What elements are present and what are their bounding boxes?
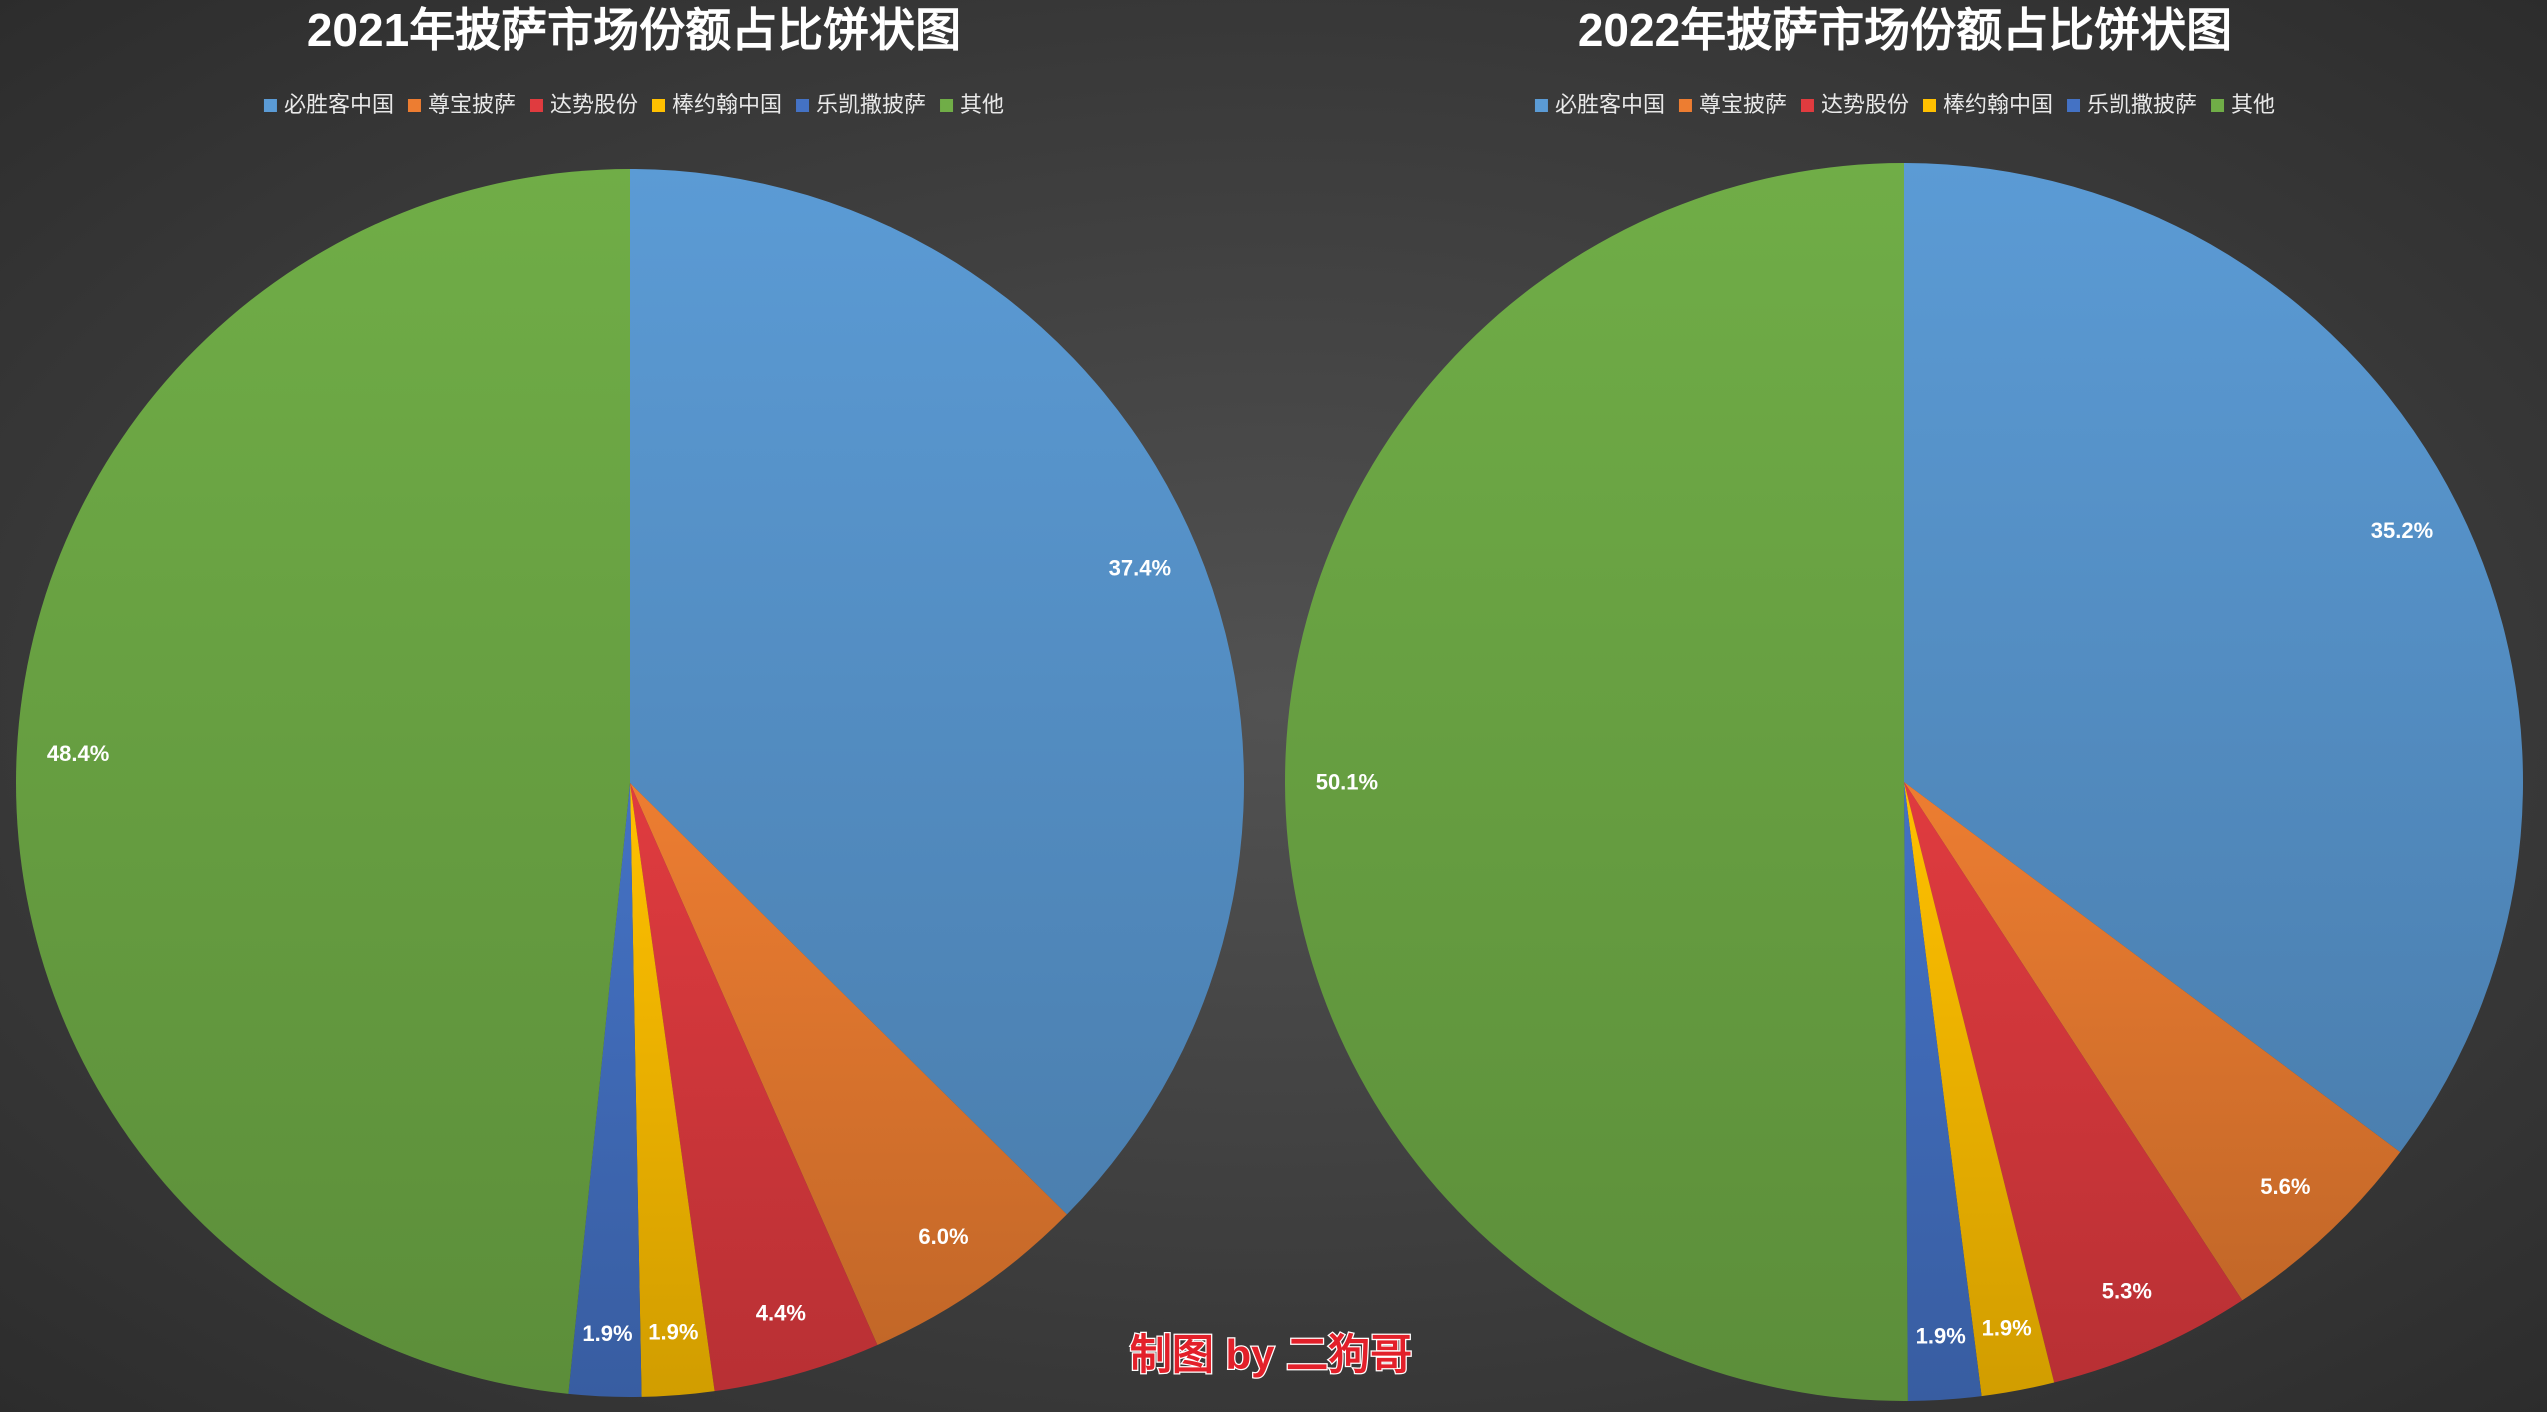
data-label: 6.0% — [918, 1224, 968, 1249]
data-label: 5.3% — [2102, 1278, 2152, 1303]
data-label: 1.9% — [1982, 1315, 2032, 1340]
legend-swatch — [796, 99, 810, 112]
chart-title: 2021年披萨市场份额占比饼状图 — [307, 4, 961, 56]
legend-swatch — [2067, 99, 2081, 112]
data-label: 1.9% — [648, 1320, 698, 1345]
pie-slice — [1904, 163, 2523, 1153]
legend-label: 必胜客中国 — [284, 92, 394, 117]
pie-slice — [16, 169, 630, 1394]
legend-label: 达势股份 — [1821, 92, 1909, 117]
legend-label: 乐凯撒披萨 — [816, 92, 926, 117]
legend-swatch — [1923, 99, 1936, 112]
pie-slice — [1904, 782, 2401, 1301]
pie-slice — [1904, 782, 2243, 1383]
pie-slice — [568, 783, 642, 1397]
legend-swatch — [652, 99, 665, 112]
chart-title: 2022年披萨市场份额占比饼状图 — [1578, 4, 2232, 56]
legend: 必胜客中国 尊宝披萨 达势股份 棒约翰中国 乐凯撒披萨 其他 — [263, 92, 1004, 117]
data-label: 50.1% — [1316, 770, 1378, 795]
data-label: 5.6% — [2260, 1174, 2310, 1199]
data-label: 4.4% — [756, 1300, 806, 1325]
pie-slice — [1904, 782, 2055, 1397]
legend-swatch — [407, 99, 421, 112]
data-label: 35.2% — [2371, 518, 2433, 543]
legend-swatch — [1534, 99, 1548, 112]
legend-swatch — [1678, 99, 1692, 112]
legend-label: 棒约翰中国 — [1943, 92, 2053, 117]
legend-label: 达势股份 — [550, 92, 638, 117]
data-label: 48.4% — [47, 741, 109, 766]
legend-swatch — [529, 99, 543, 112]
legend-swatch — [263, 99, 277, 112]
data-label: 37.4% — [1109, 556, 1171, 581]
legend-swatch — [1800, 99, 1814, 112]
legend-swatch — [940, 99, 954, 112]
legend-label: 尊宝披萨 — [428, 92, 516, 117]
legend-swatch — [2211, 99, 2225, 112]
pie-slice — [1904, 782, 1982, 1401]
pie-slice — [1285, 162, 1908, 1401]
legend-label: 其他 — [960, 92, 1004, 117]
data-label: 1.9% — [1916, 1324, 1966, 1349]
pie-slice — [630, 783, 878, 1392]
pie-slice — [630, 783, 1067, 1345]
legend-label: 必胜客中国 — [1555, 92, 1665, 117]
pie-slice — [630, 169, 1244, 1215]
legend-label: 棒约翰中国 — [672, 92, 782, 117]
pie-slice — [630, 783, 715, 1397]
legend: 必胜客中国 尊宝披萨 达势股份 棒约翰中国 乐凯撒披萨 其他 — [1534, 92, 2275, 117]
credit: 制图 by 二狗哥 — [1130, 1331, 1412, 1378]
data-label: 1.9% — [582, 1321, 632, 1346]
legend-label: 其他 — [2231, 92, 2275, 117]
legend-label: 尊宝披萨 — [1699, 92, 1787, 117]
legend-label: 乐凯撒披萨 — [2087, 92, 2197, 117]
